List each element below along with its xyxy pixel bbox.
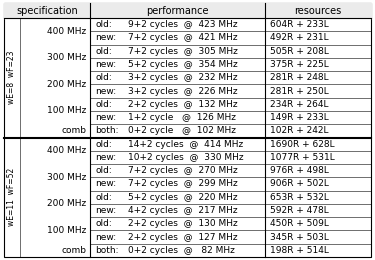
Text: comb: comb	[61, 126, 86, 135]
Text: 3+2 cycles  @  232 MHz: 3+2 cycles @ 232 MHz	[128, 73, 238, 82]
Text: new:: new:	[95, 233, 116, 242]
Text: 492R + 231L: 492R + 231L	[270, 34, 328, 42]
Text: 234R + 264L: 234R + 264L	[270, 100, 328, 109]
Text: old:: old:	[95, 166, 112, 175]
Text: 281R + 250L: 281R + 250L	[270, 87, 329, 95]
Text: wE=8  wF=23: wE=8 wF=23	[8, 51, 16, 105]
Text: 0+2 cycles  @   82 MHz: 0+2 cycles @ 82 MHz	[128, 246, 235, 255]
Text: new:: new:	[95, 206, 116, 215]
Text: specification: specification	[16, 5, 78, 16]
Text: both:: both:	[95, 126, 118, 135]
Text: 9+2 cycles  @  423 MHz: 9+2 cycles @ 423 MHz	[128, 20, 238, 29]
Text: 5+2 cycles  @  220 MHz: 5+2 cycles @ 220 MHz	[128, 193, 238, 202]
Text: 1+2 cycle   @  126 MHz: 1+2 cycle @ 126 MHz	[128, 113, 236, 122]
Text: 10+2 cycles  @  330 MHz: 10+2 cycles @ 330 MHz	[128, 153, 244, 162]
Text: 592R + 478L: 592R + 478L	[270, 206, 329, 215]
Text: 400 MHz: 400 MHz	[47, 27, 86, 36]
Text: 3+2 cycles  @  226 MHz: 3+2 cycles @ 226 MHz	[128, 87, 238, 95]
Text: 149R + 233L: 149R + 233L	[270, 113, 329, 122]
Text: 653R + 532L: 653R + 532L	[270, 193, 329, 202]
Text: old:: old:	[95, 47, 112, 56]
Text: new:: new:	[95, 87, 116, 95]
Text: new:: new:	[95, 179, 116, 188]
Text: 5+2 cycles  @  354 MHz: 5+2 cycles @ 354 MHz	[128, 60, 238, 69]
Text: 7+2 cycles  @  421 MHz: 7+2 cycles @ 421 MHz	[128, 34, 238, 42]
Text: 14+2 cycles  @  414 MHz: 14+2 cycles @ 414 MHz	[128, 140, 243, 149]
Text: 7+2 cycles  @  305 MHz: 7+2 cycles @ 305 MHz	[128, 47, 238, 56]
Text: 300 MHz: 300 MHz	[46, 173, 86, 182]
Text: 400 MHz: 400 MHz	[47, 146, 86, 155]
Text: 7+2 cycles  @  299 MHz: 7+2 cycles @ 299 MHz	[128, 179, 238, 188]
Text: new:: new:	[95, 153, 116, 162]
Text: 2+2 cycles  @  130 MHz: 2+2 cycles @ 130 MHz	[128, 219, 238, 228]
Text: 198R + 514L: 198R + 514L	[270, 246, 329, 255]
Text: 100 MHz: 100 MHz	[46, 106, 86, 115]
Text: 2+2 cycles  @  132 MHz: 2+2 cycles @ 132 MHz	[128, 100, 238, 109]
Text: 200 MHz: 200 MHz	[47, 80, 86, 89]
Text: new:: new:	[95, 34, 116, 42]
Text: new:: new:	[95, 60, 116, 69]
Text: 300 MHz: 300 MHz	[46, 53, 86, 62]
Text: 100 MHz: 100 MHz	[46, 226, 86, 235]
Text: 4+2 cycles  @  217 MHz: 4+2 cycles @ 217 MHz	[128, 206, 238, 215]
Text: 1690R + 628L: 1690R + 628L	[270, 140, 334, 149]
Text: performance: performance	[146, 5, 209, 16]
Text: 345R + 503L: 345R + 503L	[270, 233, 329, 242]
Text: 0+2 cycle   @  102 MHz: 0+2 cycle @ 102 MHz	[128, 126, 236, 135]
Text: 102R + 242L: 102R + 242L	[270, 126, 328, 135]
Text: 281R + 248L: 281R + 248L	[270, 73, 328, 82]
Text: 976R + 498L: 976R + 498L	[270, 166, 329, 175]
Text: 505R + 208L: 505R + 208L	[270, 47, 329, 56]
Text: old:: old:	[95, 73, 112, 82]
Text: old:: old:	[95, 193, 112, 202]
Text: wE=11  wF=52: wE=11 wF=52	[8, 168, 16, 226]
Text: new:: new:	[95, 113, 116, 122]
Text: comb: comb	[61, 246, 86, 255]
Text: 450R + 509L: 450R + 509L	[270, 219, 329, 228]
Text: old:: old:	[95, 20, 112, 29]
Text: 2+2 cycles  @  127 MHz: 2+2 cycles @ 127 MHz	[128, 233, 238, 242]
Text: 200 MHz: 200 MHz	[47, 199, 86, 208]
Text: old:: old:	[95, 100, 112, 109]
Text: resources: resources	[294, 5, 342, 16]
Text: 604R + 233L: 604R + 233L	[270, 20, 329, 29]
Text: both:: both:	[95, 246, 118, 255]
Text: 375R + 225L: 375R + 225L	[270, 60, 329, 69]
Text: 1077R + 531L: 1077R + 531L	[270, 153, 335, 162]
Text: 7+2 cycles  @  270 MHz: 7+2 cycles @ 270 MHz	[128, 166, 238, 175]
Text: 906R + 502L: 906R + 502L	[270, 179, 329, 188]
Text: old:: old:	[95, 140, 112, 149]
Text: old:: old:	[95, 219, 112, 228]
